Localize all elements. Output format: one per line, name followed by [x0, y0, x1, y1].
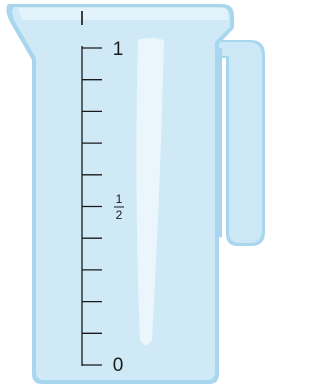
scale-label-top: 1 [113, 39, 124, 60]
page: {"unit": "l", "labels": {"top": "1", "ha… [0, 0, 270, 385]
scale-label-bottom: 0 [113, 355, 124, 376]
measuring-jug: l 1 1 2 0 [0, 0, 270, 385]
half-denominator: 2 [116, 208, 123, 222]
jug-rim [18, 8, 228, 20]
half-numerator: 1 [116, 192, 123, 206]
unit-label: l [80, 9, 84, 30]
